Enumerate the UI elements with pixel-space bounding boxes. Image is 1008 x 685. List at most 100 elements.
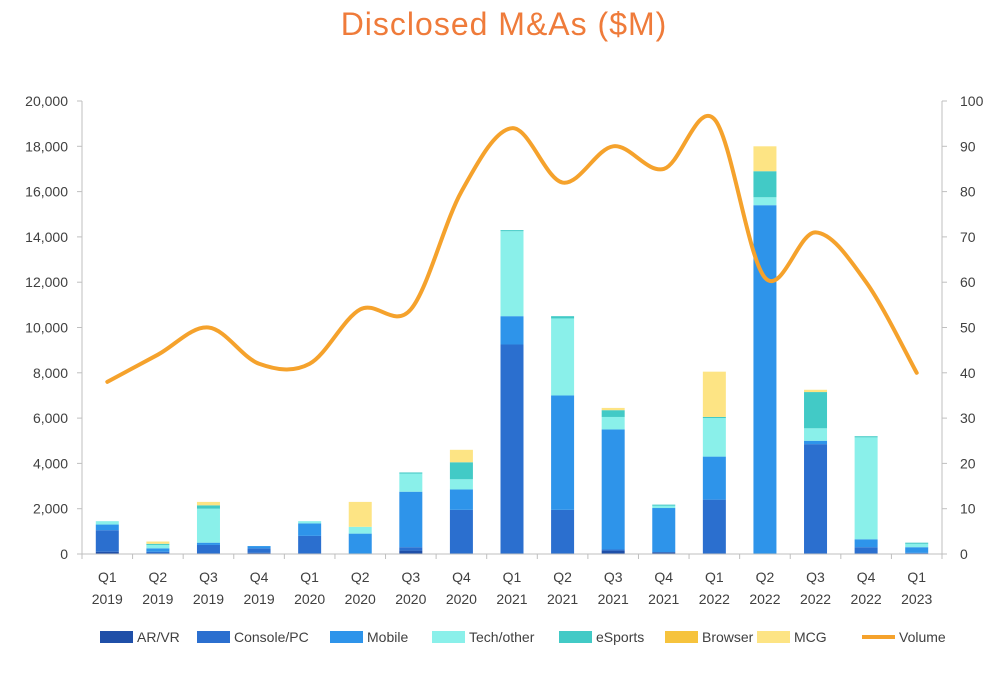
bar-console-pc-12: [702, 499, 726, 554]
bar-console-pc-2: [196, 544, 220, 554]
bar-ar-vr-3: [247, 552, 271, 554]
bar-esports-7: [449, 462, 473, 480]
legend-swatch-tech-other: [432, 631, 465, 643]
bar-mcg-1: [146, 541, 170, 544]
bar-esports-1: [146, 543, 170, 545]
bar-console-pc-14: [804, 444, 828, 554]
bar-mobile-5: [348, 533, 372, 554]
legend-swatch-ar-vr: [100, 631, 133, 643]
bar-esports-9: [551, 316, 575, 319]
bar-console-pc-8: [500, 344, 524, 554]
y-right-tick-label-1: 10: [960, 501, 976, 517]
legend-swatch-browser: [665, 631, 698, 643]
bar-tech-other-13: [753, 197, 777, 206]
bar-mcg-14: [804, 389, 828, 393]
x-tick-quarter-8: Q1: [503, 569, 522, 585]
bar-tech-other-10: [601, 416, 625, 430]
bar-mcg-12: [702, 371, 726, 417]
bar-ar-vr-10: [601, 550, 625, 554]
bars-layer: [95, 146, 929, 554]
y-right-tick-label-2: 20: [960, 455, 976, 471]
bar-console-pc-7: [449, 509, 473, 554]
legend-swatch-console-pc: [197, 631, 230, 643]
x-tick-quarter-15: Q4: [857, 569, 876, 585]
bar-mcg-10: [601, 407, 625, 411]
y-right-tick-label-3: 30: [960, 410, 976, 426]
bar-mcg-5: [348, 501, 372, 527]
x-tick-year-0: 2019: [92, 591, 123, 607]
bar-tech-other-2: [196, 508, 220, 543]
x-tick-quarter-16: Q1: [907, 569, 926, 585]
bar-tech-other-7: [449, 479, 473, 490]
bar-ar-vr-6: [399, 550, 423, 554]
bar-tech-other-6: [399, 473, 423, 492]
y-right-tick-label-5: 50: [960, 320, 976, 336]
y-right-tick-label-6: 60: [960, 274, 976, 290]
bar-esports-14: [804, 392, 828, 429]
bar-esports-11: [652, 504, 676, 506]
line-layer: [105, 114, 919, 384]
x-tick-year-8: 2021: [496, 591, 527, 607]
y-left-tick-label-7: 14,000: [25, 229, 68, 245]
bar-tech-other-11: [652, 505, 676, 509]
bar-tech-other-8: [500, 231, 524, 317]
y-right-tick-label-7: 70: [960, 229, 976, 245]
bar-tech-other-0: [95, 521, 119, 525]
y-left-tick-label-6: 12,000: [25, 274, 68, 290]
bar-esports-13: [753, 171, 777, 198]
x-tick-quarter-5: Q2: [351, 569, 370, 585]
bar-console-pc-16: [905, 552, 929, 554]
x-tick-year-6: 2020: [395, 591, 426, 607]
bar-ar-vr-11: [652, 552, 676, 554]
bar-esports-6: [399, 472, 423, 474]
bar-esports-16: [905, 542, 929, 544]
bar-console-pc-10: [601, 549, 625, 551]
bar-esports-10: [601, 410, 625, 417]
y-left-tick-label-3: 6,000: [33, 410, 68, 426]
legend-label-ar-vr: AR/VR: [137, 629, 180, 645]
legend-label-console-pc: Console/PC: [234, 629, 309, 645]
x-tick-year-7: 2020: [446, 591, 477, 607]
bar-console-pc-6: [399, 547, 423, 551]
x-tick-quarter-11: Q4: [654, 569, 673, 585]
x-tick-quarter-4: Q1: [300, 569, 319, 585]
bar-mobile-9: [551, 395, 575, 510]
x-tick-year-11: 2021: [648, 591, 679, 607]
bar-mobile-12: [702, 456, 726, 500]
y-left-tick-label-5: 10,000: [25, 320, 68, 336]
bar-mobile-15: [854, 539, 878, 548]
x-tick-quarter-7: Q4: [452, 569, 471, 585]
x-tick-year-4: 2020: [294, 591, 325, 607]
x-tick-year-16: 2023: [901, 591, 932, 607]
bar-mobile-10: [601, 429, 625, 550]
x-tick-year-15: 2022: [851, 591, 882, 607]
y-right-tick-label-0: 0: [960, 546, 968, 562]
bar-mobile-13: [753, 205, 777, 554]
legend-swatch-mobile: [330, 631, 363, 643]
x-tick-year-5: 2020: [345, 591, 376, 607]
bar-mobile-8: [500, 316, 524, 345]
bar-mcg-2: [196, 501, 220, 506]
x-tick-quarter-0: Q1: [98, 569, 117, 585]
y-left-tick-label-2: 4,000: [33, 455, 68, 471]
bar-mobile-6: [399, 491, 423, 548]
x-tick-quarter-10: Q3: [604, 569, 623, 585]
x-tick-year-2: 2019: [193, 591, 224, 607]
y-right-tick-label-4: 40: [960, 365, 976, 381]
chart-title: Disclosed M&As ($M): [340, 6, 668, 42]
x-tick-quarter-6: Q3: [401, 569, 420, 585]
bar-console-pc-0: [95, 530, 119, 552]
legend-swatch-esports: [559, 631, 592, 643]
bar-tech-other-16: [905, 543, 929, 548]
x-tick-quarter-14: Q3: [806, 569, 825, 585]
y-right-tick-label-9: 90: [960, 138, 976, 154]
bar-mobile-11: [652, 508, 676, 553]
bar-mobile-16: [905, 547, 929, 553]
bar-mobile-4: [298, 523, 322, 536]
bar-console-pc-4: [298, 535, 322, 554]
legend-layer: AR/VR Console/PC Mobile Tech/other eSports Br…: [100, 629, 946, 645]
legend-label-mcg: MCG: [794, 629, 827, 645]
bar-mobile-1: [146, 548, 170, 552]
bar-mobile-14: [804, 440, 828, 445]
